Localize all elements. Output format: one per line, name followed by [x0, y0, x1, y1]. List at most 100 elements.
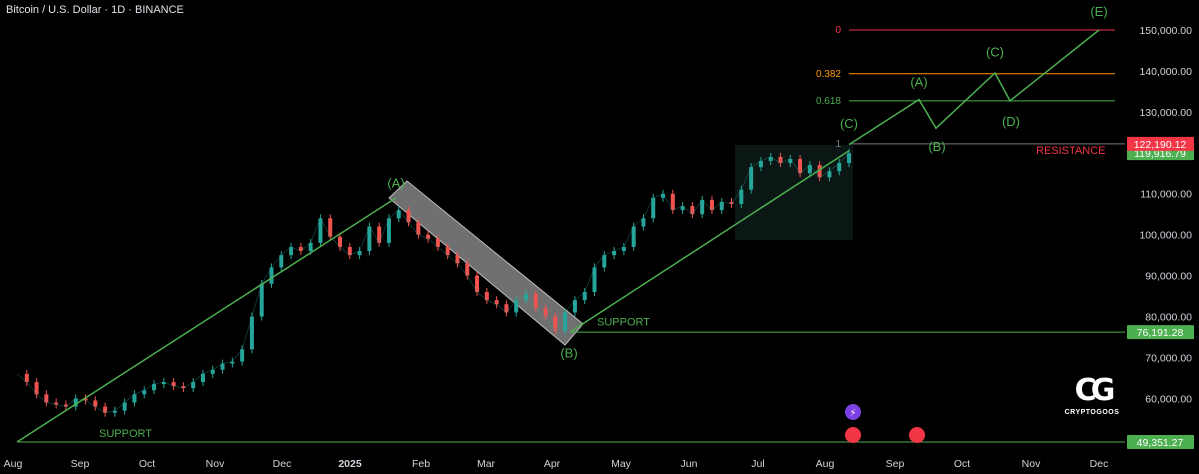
trendlines: [16, 150, 850, 443]
x-tick-10: Jun: [681, 458, 698, 470]
candle-body: [63, 404, 68, 407]
wave-label-0: (A): [387, 176, 404, 191]
candle-body: [631, 226, 636, 247]
candle-body: [426, 234, 431, 239]
candle-body: [719, 201, 724, 211]
support-label-0: SUPPORT: [597, 317, 650, 329]
y-tick-5: 90,000.00: [1145, 271, 1192, 283]
candle-body: [621, 246, 626, 252]
candle-body: [572, 300, 577, 313]
candle-body: [700, 199, 705, 215]
x-tick-7: Mar: [477, 458, 496, 470]
us-flag-event-icon[interactable]: [845, 427, 861, 443]
candle-body: [240, 349, 245, 362]
candle-body: [103, 406, 108, 413]
brand-name: CRYPTOGOOS: [1064, 409, 1120, 416]
y-tick-7: 70,000.00: [1145, 352, 1192, 364]
price-tag-bg-2: [1127, 325, 1194, 340]
candle-body: [377, 226, 382, 243]
candle-body: [445, 246, 450, 256]
candle-body: [34, 382, 39, 395]
candle-body: [142, 390, 147, 395]
fib-label-1: 0.382: [816, 69, 841, 80]
trendline-0: [16, 197, 397, 443]
candle-body: [817, 165, 822, 178]
x-axis: Aug Sep Oct Nov Dec 2025 Feb Mar Apr May Jun Jul Aug…: [4, 458, 1109, 470]
x-tick-11: Jul: [751, 458, 764, 470]
candle-body: [406, 210, 411, 223]
brand-logo: CG CRYPTOGOOS: [1052, 376, 1132, 432]
candle-body: [328, 218, 333, 237]
candle-body: [347, 246, 352, 256]
candle-body: [338, 236, 343, 247]
candle-body: [514, 300, 519, 313]
candle-body: [523, 294, 528, 301]
candle-body: [475, 275, 480, 292]
projection-path: [848, 29, 1100, 146]
candle-body: [249, 316, 254, 350]
projection-line: [848, 29, 1100, 146]
candle-body: [435, 238, 440, 247]
x-tick-16: Dec: [1090, 458, 1109, 470]
price-tag-bg-3: [1127, 435, 1194, 449]
fib-label-3: 1: [835, 139, 841, 150]
candle-body: [455, 255, 460, 264]
fib-label-0: 0: [835, 25, 841, 36]
candle-body: [171, 382, 176, 387]
candle-body: [729, 201, 734, 204]
candle-body: [602, 255, 607, 268]
candle-body: [132, 394, 137, 403]
candle-body: [484, 291, 489, 301]
candle-body: [651, 197, 656, 219]
candle-body: [582, 291, 587, 301]
fib-label-2: 0.618: [816, 96, 841, 107]
y-axis: 150,000.00 140,000.00 130,000.00 110,000.00…: [1139, 25, 1192, 405]
candle-body: [553, 316, 558, 331]
candle-body: [308, 242, 313, 252]
y-tick-6: 80,000.00: [1145, 312, 1192, 324]
candle-body: [807, 165, 812, 174]
candle-body: [112, 410, 117, 413]
candle-body: [494, 300, 499, 305]
price-series: [16, 149, 851, 417]
x-tick-14: Oct: [954, 458, 970, 470]
y-tick-3: 110,000.00: [1140, 189, 1192, 201]
candle-body: [416, 222, 421, 235]
x-tick-3: Nov: [206, 458, 225, 470]
price-tag-1: 122,190.12: [1134, 139, 1187, 151]
us-flag-event-icon-2[interactable]: [909, 427, 925, 443]
horizontal-lines: [17, 143, 1125, 443]
candle-body: [661, 193, 666, 198]
brand-mark: CG: [1074, 373, 1116, 408]
candle-body: [298, 246, 303, 252]
x-tick-8: Apr: [544, 458, 561, 470]
wave-label-6: (D): [1002, 114, 1020, 129]
candle-body: [543, 308, 548, 317]
candle-body: [680, 206, 685, 211]
price-tag-0: 119,916.79: [1134, 148, 1186, 160]
x-tick-13: Sep: [886, 458, 905, 470]
lightning-event-icon[interactable]: [845, 404, 861, 420]
candle-body: [181, 386, 186, 389]
candle-body: [563, 312, 568, 331]
candle-body: [739, 189, 744, 204]
candle-body: [191, 382, 196, 389]
candle-body: [93, 400, 98, 407]
candle-body: [259, 283, 264, 317]
y-tick-4: 100,000.00: [1139, 230, 1192, 242]
wave-label-4: (B): [928, 139, 945, 154]
wave-label-1: (B): [560, 345, 577, 360]
wave-label-5: (C): [986, 45, 1004, 60]
lightning-glyph: ⚡: [849, 408, 856, 419]
trendline-1: [569, 150, 850, 333]
candle-body: [386, 218, 391, 243]
candle-body: [44, 394, 49, 403]
candle-body: [83, 398, 88, 401]
wave-label-2: (C): [840, 116, 858, 131]
candle-body: [758, 160, 763, 168]
candle-body: [269, 267, 274, 284]
candle-body: [827, 171, 832, 178]
fibonacci-levels: 0 0.382 0.618 1: [816, 25, 1115, 150]
